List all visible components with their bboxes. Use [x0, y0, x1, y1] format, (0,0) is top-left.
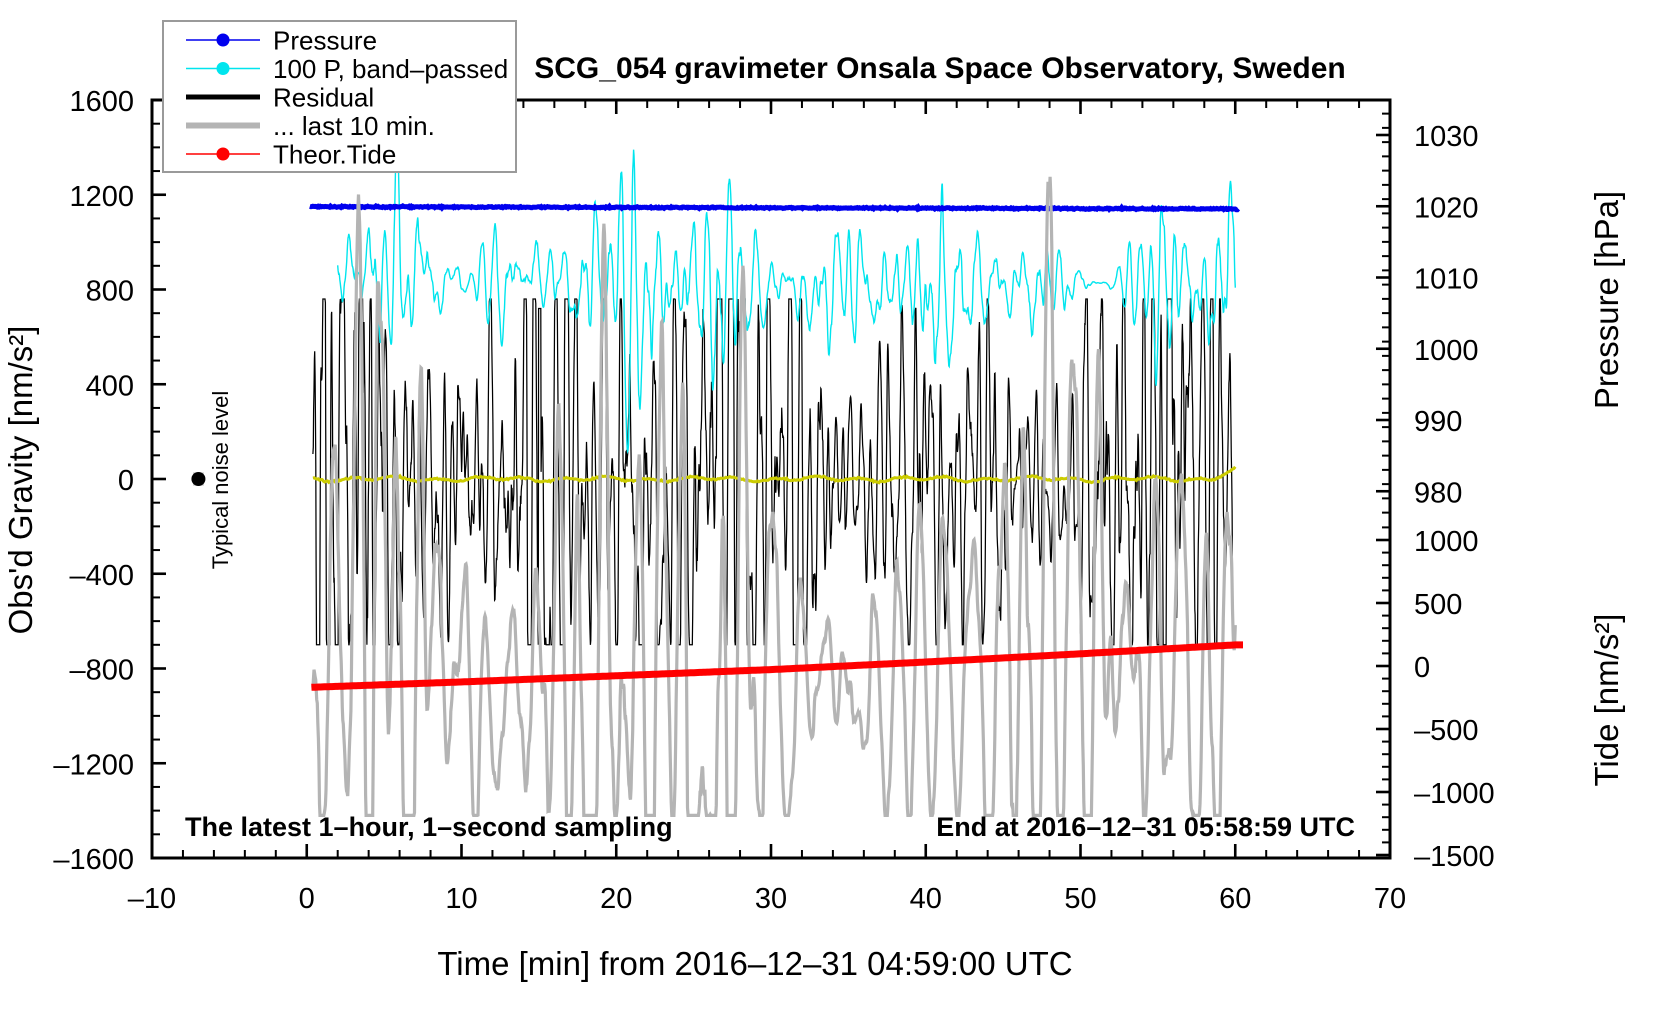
x-axis-title: Time [min] from 2016–12–31 04:59:00 UTC — [437, 945, 1072, 982]
series-100p-bandpassed — [337, 130, 1236, 455]
page-title: SCG_054 gravimeter Onsala Space Observat… — [534, 52, 1346, 85]
series-pressure — [309, 202, 1241, 214]
legend-item-label: ... last 10 min. — [273, 111, 435, 141]
pressure-tick-label: 1030 — [1414, 121, 1479, 153]
pressure-tick-label: 990 — [1414, 406, 1462, 438]
right-axis-title-tide: Tide [nm/s²] — [1588, 614, 1625, 787]
x-tick-label: 60 — [1219, 883, 1251, 915]
x-tick-label: –10 — [128, 883, 176, 915]
y-tick-label: 1200 — [69, 181, 134, 213]
y-tick-label: –1200 — [53, 749, 134, 781]
x-tick-label: 70 — [1374, 883, 1406, 915]
pressure-tick-label: 1010 — [1414, 264, 1479, 296]
series-yellow-filtered — [312, 465, 1237, 485]
legend-marker-dot — [216, 62, 230, 75]
legend-item-label: Pressure — [273, 26, 377, 56]
tide-tick-label: –500 — [1414, 715, 1479, 747]
y-tick-label: 800 — [86, 276, 134, 308]
y-tick-label: 0 — [118, 465, 134, 497]
legend-item-label: Theor.Tide — [273, 140, 396, 170]
x-tick-label: 30 — [755, 883, 787, 915]
x-tick-label: 40 — [910, 883, 942, 915]
y-tick-label: –400 — [69, 560, 134, 592]
noise-level-marker — [191, 472, 206, 486]
legend-item-label: Residual — [273, 83, 374, 113]
right-axis-title-pressure: Pressure [hPa] — [1588, 191, 1625, 409]
tide-tick-label: 500 — [1414, 589, 1462, 621]
pressure-tick-label: 980 — [1414, 477, 1462, 509]
pressure-tick-label: 1020 — [1414, 192, 1479, 224]
series-last-10-min — [311, 176, 1237, 822]
pressure-tick-label: 1000 — [1414, 335, 1479, 367]
y-tick-label: –800 — [69, 655, 134, 687]
tide-tick-label: –1000 — [1414, 778, 1495, 810]
tide-tick-label: 0 — [1414, 652, 1430, 684]
series-theoretical-tide — [311, 641, 1243, 691]
typical-noise-level-label: Typical noise level — [208, 391, 233, 570]
tide-tick-label: –1500 — [1414, 841, 1495, 873]
axes-group — [150, 98, 1392, 860]
tide-tick-label: 1000 — [1414, 526, 1479, 558]
y-tick-label: –1600 — [53, 844, 134, 876]
x-tick-label: 10 — [445, 883, 477, 915]
x-tick-label: 20 — [600, 883, 632, 915]
legend-item-label: 100 P, band–passed — [273, 54, 508, 84]
x-tick-label: 50 — [1064, 883, 1096, 915]
y-tick-label: 1600 — [69, 86, 134, 118]
legend-marker-dot — [216, 147, 230, 161]
legend-marker-dot — [216, 33, 230, 47]
sampling-note: The latest 1–hour, 1–second sampling — [185, 812, 673, 842]
data-traces-group — [191, 130, 1243, 822]
y-tick-label: 400 — [86, 370, 134, 402]
x-tick-label: 0 — [299, 883, 315, 915]
y-axis-title: Obs'd Gravity [nm/s²] — [2, 326, 39, 635]
tick-labels-group: –10 0 10 20 30 40 50 60 70160012008004000–400–80… — [53, 86, 1494, 915]
end-time-note: End at 2016–12–31 05:58:59 UTC — [936, 812, 1355, 842]
